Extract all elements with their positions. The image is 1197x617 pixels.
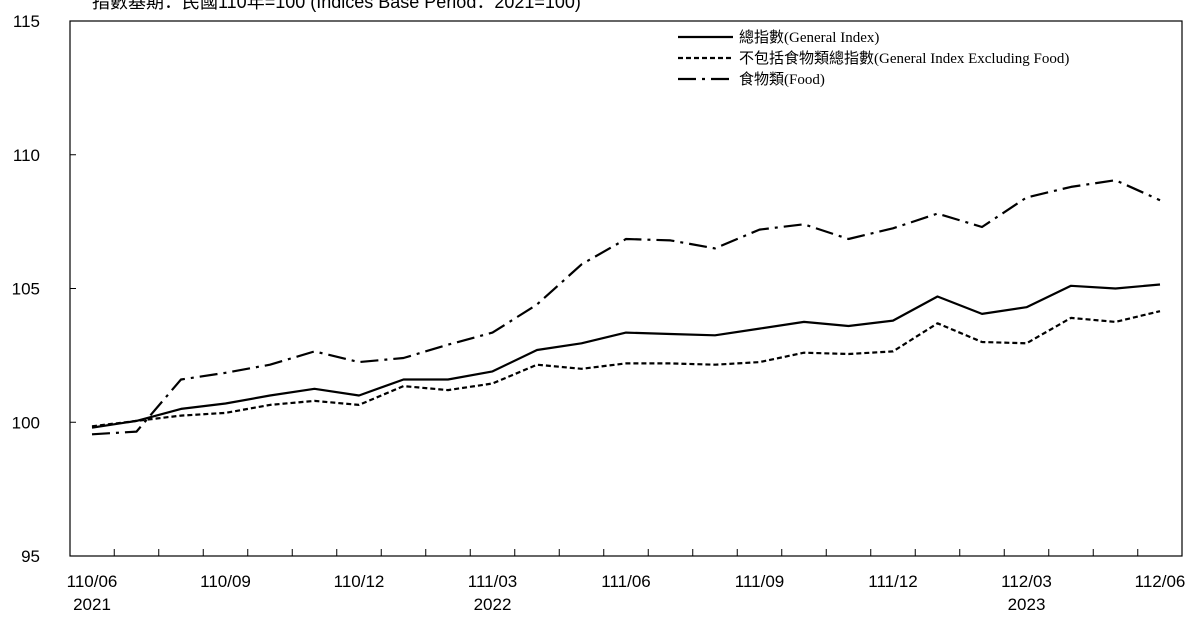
- chart-title: 指數基期：民國110年=100 (Indices Base Period：202…: [92, 0, 581, 12]
- x-tick-label-111/06: 111/06: [601, 572, 650, 591]
- series-lines: [91, 179, 1161, 436]
- legend-label-2: 食物類(Food): [739, 71, 825, 88]
- legend: 總指數(General Index) 不包括食物類總指數(General Inde…: [678, 28, 1069, 88]
- y-tick-label-115: 115: [13, 12, 40, 31]
- plot-frame: [69, 20, 1183, 557]
- x-tick-year-2023: 2023: [1008, 595, 1046, 614]
- y-tick-label-100: 100: [12, 413, 40, 432]
- x-tick-label-111/03: 111/03: [468, 572, 517, 591]
- legend-label-1: 不包括食物類總指數(General Index Excluding Food): [739, 49, 1069, 67]
- y-tick-label-95: 95: [21, 547, 40, 566]
- x-tick-label-111/09: 111/09: [735, 572, 784, 591]
- x-tick-label-110/06: 110/06: [67, 572, 118, 591]
- legend-label-0: 總指數(General Index): [739, 28, 879, 46]
- x-tick-year-2021: 2021: [73, 595, 111, 614]
- x-tick-label-111/12: 111/12: [868, 572, 917, 591]
- y-tick-labels: 95 100 105 110 115: [12, 12, 40, 566]
- series-line-1: [91, 310, 1161, 428]
- y-tick-label-105: 105: [12, 280, 40, 299]
- x-tick-label-112/06: 112/06: [1135, 572, 1186, 591]
- series-line-2: [91, 179, 1161, 436]
- x-tick-year-2022: 2022: [474, 595, 512, 614]
- x-tick-labels: 110/06 2021 110/09 110/12 111/03 2022 111/06 11…: [67, 572, 1186, 614]
- series-line-0: [91, 283, 1161, 429]
- x-tick-label-112/03: 112/03: [1001, 572, 1052, 591]
- x-tick-label-110/12: 110/12: [334, 572, 385, 591]
- axes: [69, 20, 1183, 557]
- y-tick-label-110: 110: [13, 146, 40, 165]
- x-tick-label-110/09: 110/09: [200, 572, 251, 591]
